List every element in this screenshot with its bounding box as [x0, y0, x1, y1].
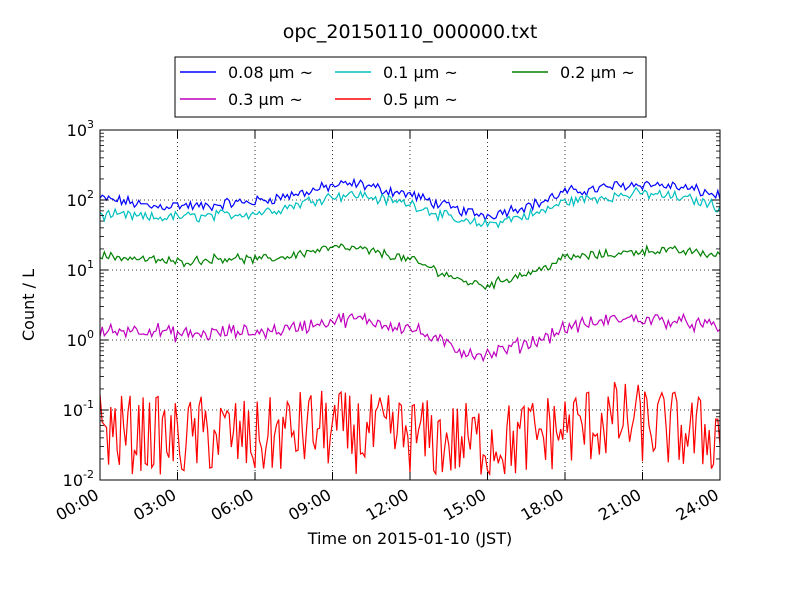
series-line	[99, 177, 721, 222]
y-tick-label: 102	[67, 188, 94, 210]
legend-label: 0.1 μm ~	[383, 63, 458, 82]
series-line	[99, 311, 721, 363]
legend-label: 0.2 μm ~	[560, 63, 635, 82]
legend-label: 0.08 μm ~	[228, 63, 313, 82]
series-line	[99, 186, 721, 229]
legend: 0.08 μm ~ 0.1 μm ~ 0.2 μm ~ 0.3 μm ~ 0.5 μm …	[174, 56, 647, 118]
y-tick-label: 10-2	[63, 468, 94, 490]
plot-background	[100, 130, 720, 480]
y-axis-tick-labels: 10-2 10-1 100 101 102 103	[63, 118, 94, 490]
legend-label: 0.3 μm ~	[228, 90, 303, 109]
chart-title: opc_20150110_000000.txt	[283, 21, 538, 43]
legend-frame	[174, 56, 647, 118]
y-tick-label: 103	[67, 118, 94, 140]
y-tick-label: 100	[67, 328, 94, 350]
y-tick-label: 10-1	[63, 398, 94, 420]
y-tick-label: 101	[67, 258, 94, 280]
legend-label: 0.5 μm ~	[383, 90, 458, 109]
series-line	[99, 243, 721, 291]
axis-ticks	[99, 129, 721, 481]
plot-area	[99, 129, 721, 481]
x-axis-label: Time on 2015-01-10 (JST)	[307, 529, 512, 548]
grid-lines	[100, 130, 720, 480]
y-axis-label: Count / L	[19, 269, 38, 341]
